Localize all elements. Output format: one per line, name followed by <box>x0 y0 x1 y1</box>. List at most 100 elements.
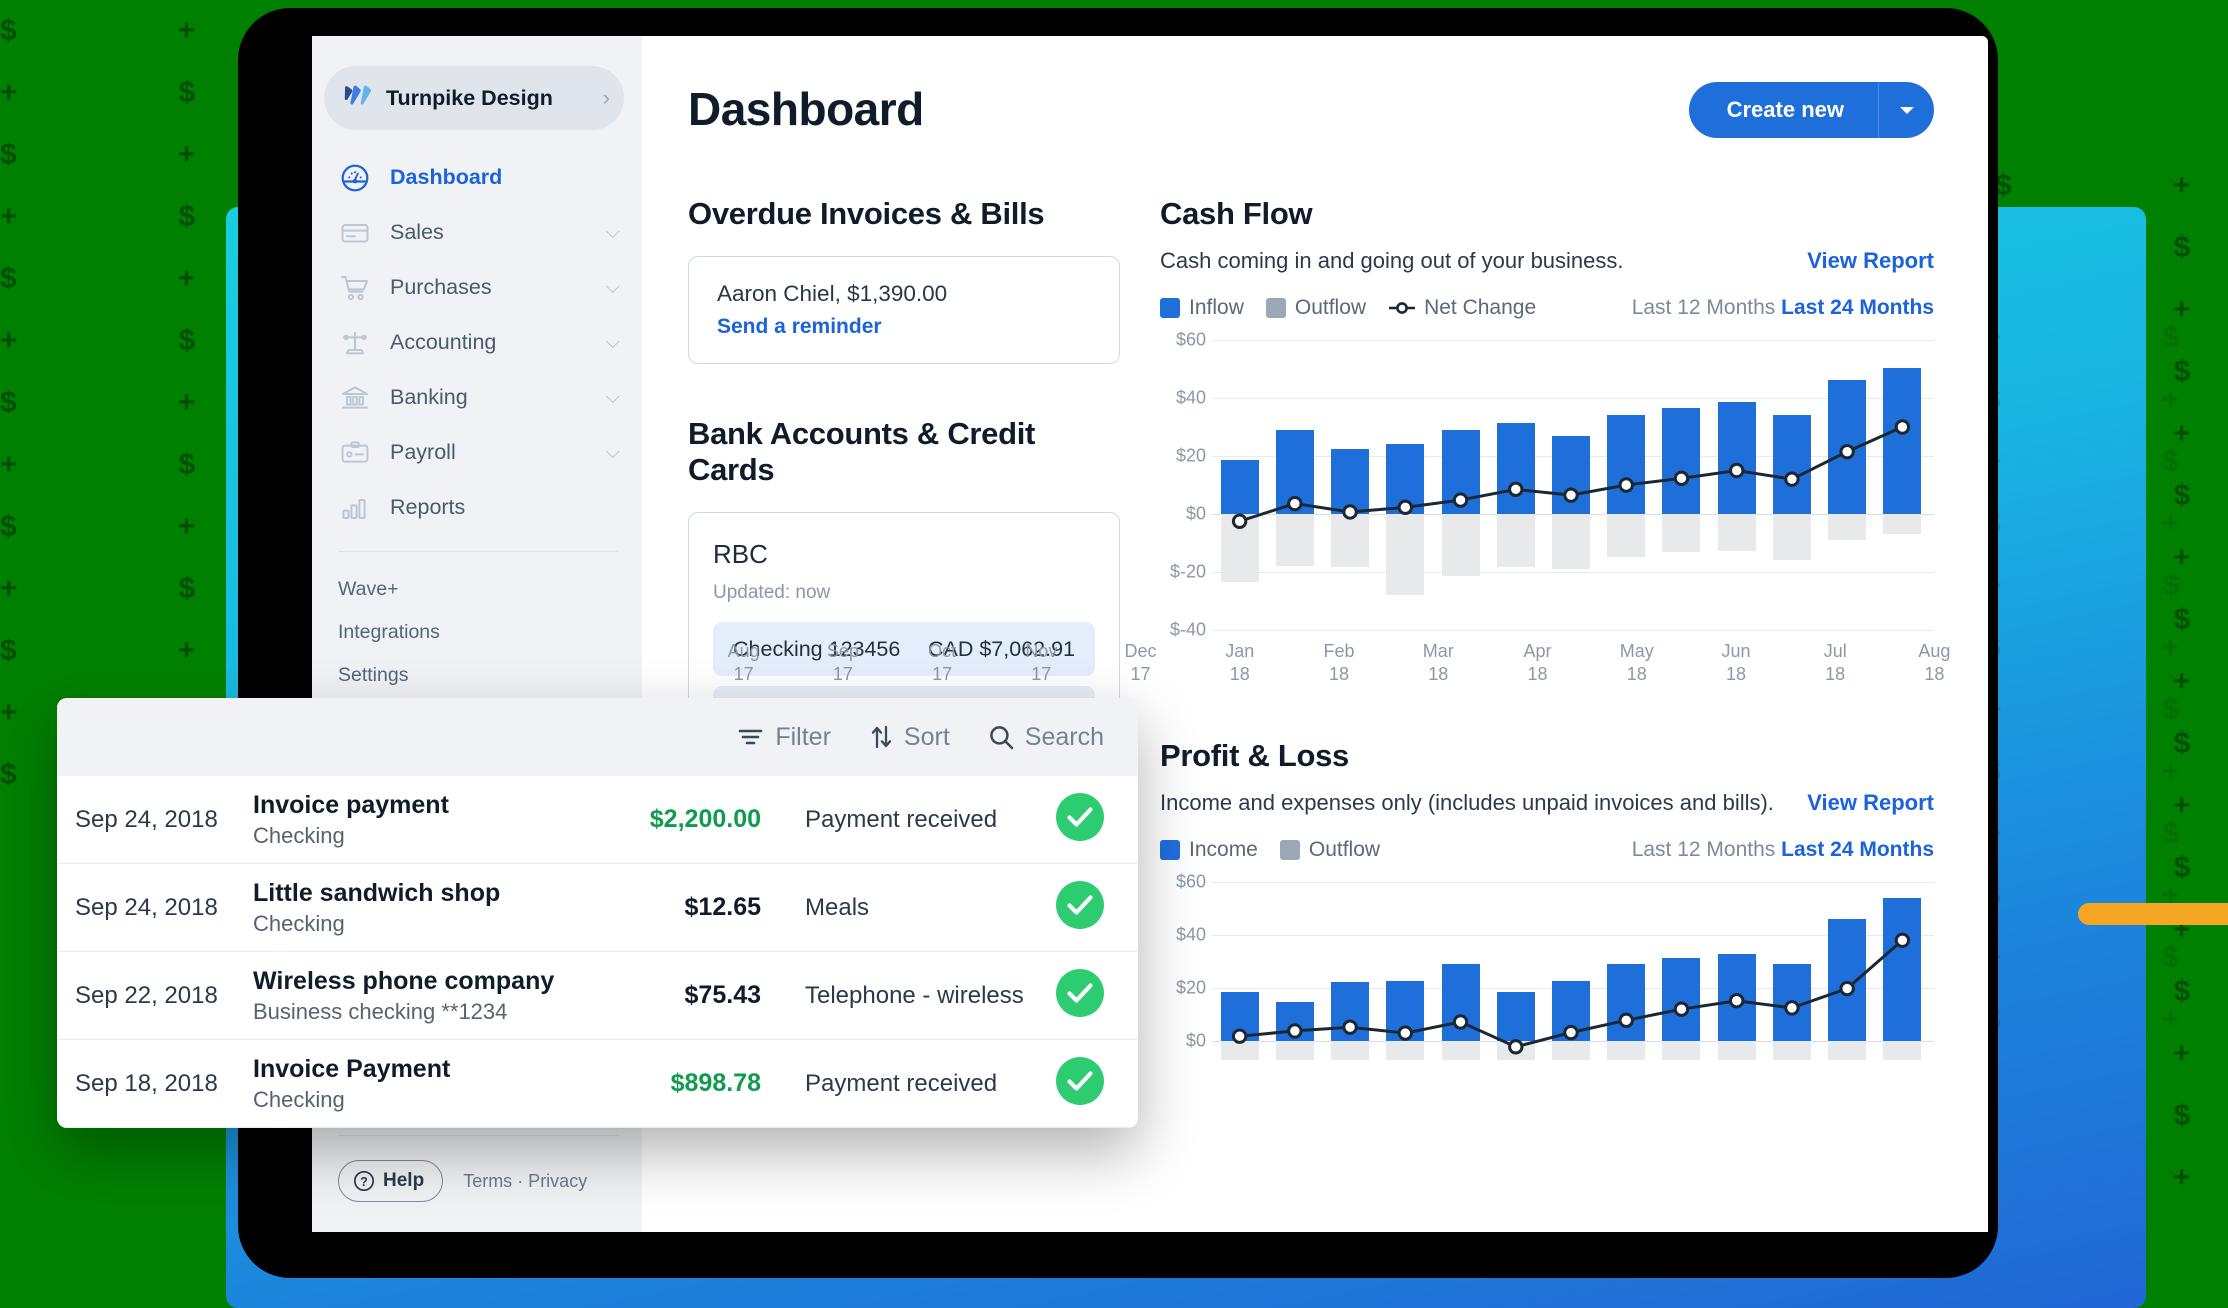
table-row[interactable]: Sep 24, 2018 Little sandwich shop Checking… <box>57 864 1138 952</box>
bar-group[interactable] <box>1709 340 1764 630</box>
chevron-down-icon[interactable]: ⌵ <box>605 222 620 243</box>
legend-item-net-change: Net Change <box>1388 296 1536 320</box>
send-reminder-link[interactable]: Send a reminder <box>717 315 882 338</box>
net-change-point <box>1287 1023 1303 1039</box>
transaction-date: Sep 24, 2018 <box>75 893 218 921</box>
dollar-plus-pattern-overlay: + $ + $ $ + $ + + $ + $ $ + $ + + $ + $ … <box>1984 321 2214 1036</box>
transaction-amount: $75.43 <box>684 981 761 1009</box>
sidebar-item-settings[interactable]: Settings <box>338 664 409 686</box>
status-badge[interactable] <box>1056 969 1104 1022</box>
bar-outflow <box>1275 514 1314 567</box>
range-option-12[interactable]: Last 12 Months <box>1631 838 1776 861</box>
sidebar-item-integrations[interactable]: Integrations <box>338 621 440 643</box>
sidebar-item-wave-plus[interactable]: Wave+ <box>338 578 399 600</box>
dollar-plus-pattern-left: $ + + $ $ + + $ $ + + $ $ + + $ $ + + $ … <box>0 14 230 791</box>
grid-line <box>1212 630 1934 631</box>
x-axis-year: 18 <box>1924 664 1945 685</box>
bar-outflow <box>1828 1041 1867 1060</box>
bar-group[interactable] <box>1322 340 1377 630</box>
x-axis-year: 18 <box>1229 664 1250 685</box>
sidebar-item-reports[interactable]: Reports <box>312 480 642 535</box>
bar-outflow <box>1331 514 1370 567</box>
grid-line <box>1212 398 1934 399</box>
sidebar-item-accounting[interactable]: Accounting ⌵ <box>312 315 642 370</box>
bar-outflow <box>1662 514 1701 552</box>
transaction-name: Invoice payment <box>253 790 449 819</box>
question-circle-icon: ? <box>353 1170 375 1192</box>
sort-button[interactable]: Sort <box>869 723 950 752</box>
sidebar-item-sales[interactable]: Sales ⌵ <box>312 205 642 260</box>
cash-flow-view-report-link[interactable]: View Report <box>1807 248 1934 273</box>
bar-group[interactable] <box>1212 882 1267 1094</box>
table-row[interactable]: Sep 22, 2018 Wireless phone company Busine… <box>57 952 1138 1040</box>
search-button[interactable]: Search <box>988 723 1104 752</box>
status-badge[interactable] <box>1056 1057 1104 1110</box>
sidebar-item-payroll[interactable]: Payroll ⌵ <box>312 425 642 480</box>
overdue-entry: Aaron Chiel, $1,390.00 <box>717 281 948 306</box>
transaction-account: Business checking **1234 <box>253 998 508 1024</box>
overdue-card[interactable]: Aaron Chiel, $1,390.00 Send a reminder <box>688 256 1120 364</box>
transaction-category: Meals <box>805 893 870 921</box>
cash-flow-range-toggle[interactable]: Last 12 Months Last 24 Months <box>1632 296 1934 320</box>
bar-group[interactable] <box>1875 882 1930 1094</box>
table-row[interactable]: Sep 18, 2018 Invoice Payment Checking $898.… <box>57 1040 1138 1128</box>
bar-group[interactable] <box>1488 340 1543 630</box>
sidebar-item-label: Reports <box>390 495 466 519</box>
bar-group[interactable] <box>1599 882 1654 1094</box>
range-option-24-selected[interactable]: Last 24 Months <box>1781 838 1934 861</box>
x-axis-year: 18 <box>1626 664 1647 685</box>
business-switcher[interactable]: Turnpike Design › <box>324 66 624 130</box>
bar-group[interactable] <box>1654 340 1709 630</box>
bar-group[interactable] <box>1599 340 1654 630</box>
bar-group[interactable] <box>1543 340 1598 630</box>
bar-outflow <box>1828 514 1867 541</box>
bar-group[interactable] <box>1654 882 1709 1094</box>
status-badge[interactable] <box>1056 881 1104 934</box>
range-option-12[interactable]: Last 12 Months <box>1631 296 1776 319</box>
bar-group[interactable] <box>1378 340 1433 630</box>
bar-outflow <box>1441 514 1480 577</box>
status-badge[interactable] <box>1056 793 1104 846</box>
bank-institution-name: RBC <box>713 539 768 569</box>
profit-loss-view-report-link[interactable]: View Report <box>1807 790 1934 815</box>
bar-group[interactable] <box>1267 882 1322 1094</box>
x-axis-month: Sep <box>826 641 859 661</box>
bank-account-amount: CAD $7,062.91 <box>927 636 1075 661</box>
filter-button[interactable]: Filter <box>737 723 831 752</box>
bar-group[interactable] <box>1433 340 1488 630</box>
legal-links[interactable]: Terms · Privacy <box>463 1170 588 1191</box>
id-badge-icon <box>341 440 369 463</box>
x-axis-month: Mar <box>1422 641 1454 661</box>
bank-account-row[interactable]: Checking 123456 CAD $7,062.91 <box>713 622 1095 676</box>
x-axis-month: May <box>1619 641 1654 661</box>
bar-group[interactable] <box>1820 882 1875 1094</box>
bar-group[interactable] <box>1488 882 1543 1094</box>
x-axis-tick-label: Nov 17 <box>992 640 1091 686</box>
bar-outflow <box>1717 514 1756 552</box>
range-option-24-selected[interactable]: Last 24 Months <box>1781 296 1934 319</box>
chevron-down-icon[interactable]: ⌵ <box>605 442 620 463</box>
business-name: Turnpike Design <box>386 85 553 110</box>
bar-group[interactable] <box>1875 340 1930 630</box>
sidebar-item-dashboard[interactable]: Dashboard <box>312 150 642 205</box>
overdue-section-title: Overdue Invoices & Bills <box>688 196 1045 231</box>
x-axis-year: 18 <box>1329 664 1350 685</box>
x-axis-year: 17 <box>1130 664 1151 685</box>
legend-label: Income <box>1189 838 1258 861</box>
table-row[interactable]: Sep 24, 2018 Invoice payment Checking $2,20… <box>57 776 1138 864</box>
chevron-down-icon[interactable]: ⌵ <box>605 277 620 298</box>
chevron-down-icon[interactable]: ⌵ <box>605 387 620 408</box>
help-button[interactable]: ? Help <box>338 1160 444 1202</box>
bar-group[interactable] <box>1764 340 1819 630</box>
chevron-down-icon[interactable]: ⌵ <box>605 332 620 353</box>
x-axis-year: 17 <box>832 664 853 685</box>
x-axis-month: Jun <box>1721 641 1751 661</box>
x-axis-year: 17 <box>932 664 953 685</box>
sidebar-item-banking[interactable]: Banking ⌵ <box>312 370 642 425</box>
profit-loss-range-toggle[interactable]: Last 12 Months Last 24 Months <box>1632 838 1934 862</box>
sidebar-item-purchases[interactable]: Purchases ⌵ <box>312 260 642 315</box>
create-new-button[interactable]: Create new <box>1688 82 1878 138</box>
transaction-category: Payment received <box>805 1069 998 1097</box>
net-change-point <box>1397 1025 1414 1041</box>
create-new-dropdown-button[interactable] <box>1878 82 1934 138</box>
